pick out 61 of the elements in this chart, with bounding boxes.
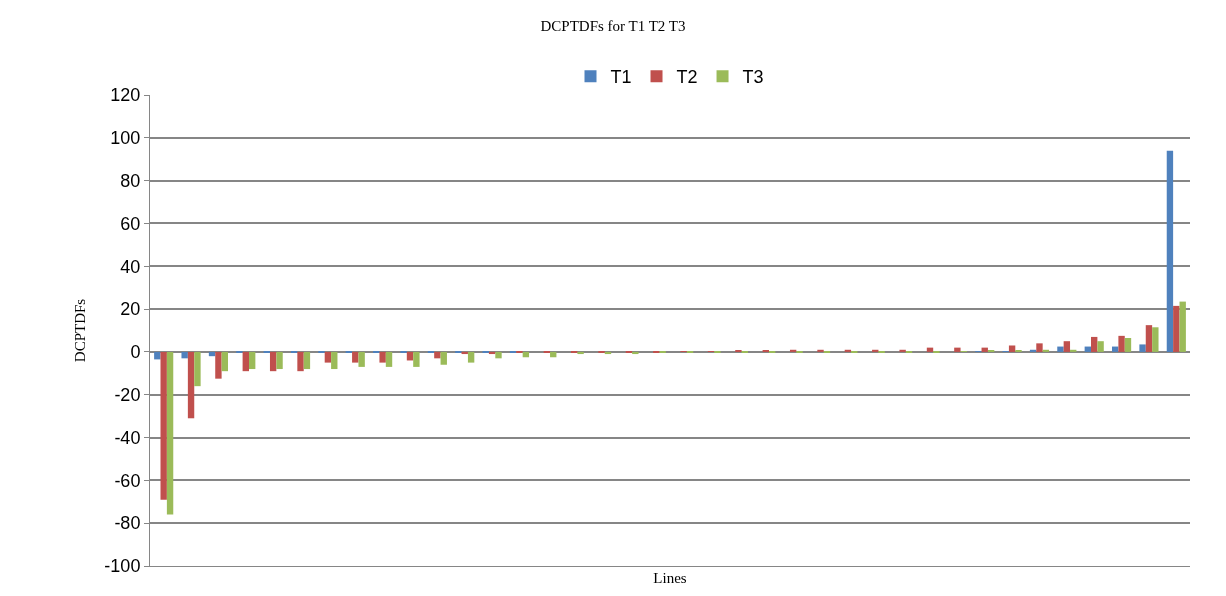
bar — [1008, 345, 1016, 352]
bar — [1091, 336, 1098, 352]
chart-title: DCPTDFs for T1 T2 T3 — [540, 18, 686, 35]
bar — [577, 351, 584, 355]
bar — [1057, 346, 1064, 352]
bar — [1063, 341, 1071, 352]
bar — [324, 351, 332, 363]
legend-label: T1 — [610, 67, 632, 88]
bar — [1139, 344, 1146, 352]
bar — [276, 351, 283, 370]
bar — [1166, 150, 1174, 352]
bar — [166, 351, 174, 515]
y-tick-label: 100 — [110, 128, 141, 149]
bar — [385, 351, 393, 367]
bar — [297, 351, 304, 372]
bar — [221, 351, 228, 372]
bar — [187, 351, 195, 419]
y-tick-label: -80 — [114, 513, 141, 534]
bar — [1036, 343, 1043, 352]
bar — [215, 351, 222, 379]
bar — [1124, 337, 1132, 352]
bar — [331, 351, 338, 370]
bar — [413, 351, 420, 367]
bar — [269, 351, 277, 372]
bar — [379, 351, 386, 363]
bar — [1179, 301, 1186, 352]
bar — [1097, 341, 1104, 352]
legend-label: T2 — [676, 67, 698, 88]
y-tick-label: -100 — [104, 556, 141, 577]
bar — [495, 351, 502, 359]
bar — [632, 351, 639, 355]
bar — [242, 351, 249, 372]
bar — [358, 351, 365, 367]
y-tick-label: -20 — [114, 385, 141, 406]
bar — [1152, 327, 1159, 352]
bar — [1145, 325, 1153, 352]
y-tick-label: 80 — [120, 170, 141, 191]
y-tick-label: 0 — [130, 342, 141, 363]
bar — [954, 347, 961, 352]
bar — [434, 351, 441, 359]
bar — [160, 351, 167, 500]
y-tick-label: 20 — [120, 299, 141, 320]
bar — [194, 351, 201, 387]
legend-label: T3 — [742, 67, 764, 88]
x-axis-title: Lines — [653, 569, 687, 586]
y-tick-label: 60 — [120, 213, 141, 234]
bar — [248, 351, 256, 370]
y-axis-title: DCPTDFs — [71, 298, 88, 363]
bar — [303, 351, 311, 370]
y-tick-label: 120 — [110, 85, 141, 106]
bar — [181, 351, 188, 359]
bar — [1118, 335, 1125, 352]
y-tick-label: -40 — [114, 427, 141, 448]
bar — [1173, 305, 1180, 352]
bar — [440, 351, 447, 365]
bar — [467, 351, 475, 363]
bar — [817, 349, 824, 352]
bar — [899, 349, 906, 352]
bar — [352, 351, 359, 363]
y-tick-label: 40 — [120, 256, 141, 277]
y-tick-label: -60 — [114, 470, 141, 491]
